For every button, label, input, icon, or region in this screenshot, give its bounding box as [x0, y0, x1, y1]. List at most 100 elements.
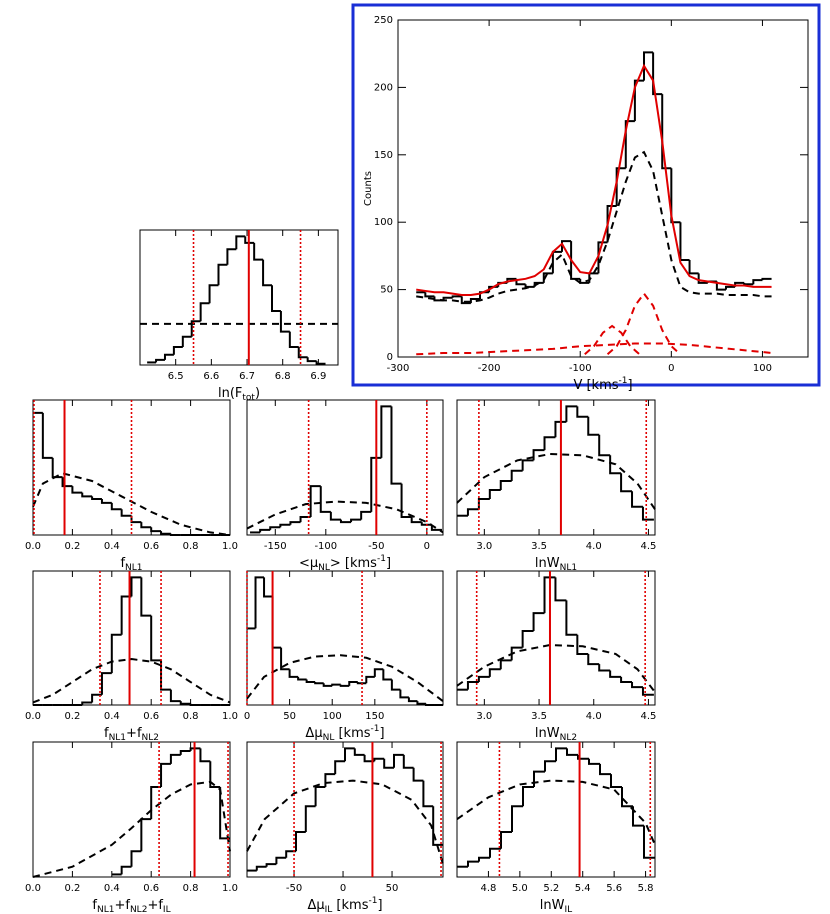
histogram-step — [199, 302, 210, 322]
histogram-step — [297, 676, 307, 681]
histogram-step — [478, 856, 490, 862]
histogram-step — [288, 331, 299, 348]
model-curve — [456, 452, 656, 510]
histogram-step — [189, 703, 201, 706]
histogram-step — [81, 492, 93, 498]
x-axis-label-part: lnW — [535, 556, 560, 571]
x-axis-label: fNL1 — [120, 556, 142, 573]
model-curve — [246, 779, 444, 865]
histogram-step — [399, 689, 409, 699]
x-tick-label: 0.8 — [183, 883, 199, 894]
histogram-step — [295, 831, 306, 852]
histogram-step — [100, 499, 112, 504]
histogram-step — [120, 509, 132, 517]
histogram-step — [199, 748, 211, 763]
model-curve — [246, 500, 444, 534]
histogram-step — [761, 277, 772, 281]
histogram-step — [226, 248, 237, 265]
x-axis-label-part: Δμ — [305, 726, 322, 741]
histogram-step — [383, 758, 394, 769]
x-axis-label-part: ln(F — [218, 386, 242, 401]
x-axis-label-part: -1 — [619, 376, 628, 386]
plot-frame — [456, 741, 656, 878]
x-tick-label: 3.0 — [476, 711, 492, 722]
x-tick-label: 100 — [323, 711, 342, 722]
histogram-step — [288, 669, 299, 678]
histogram-step — [370, 456, 382, 512]
histogram-step — [500, 831, 512, 849]
histogram-step — [412, 767, 424, 782]
histogram-step — [522, 786, 534, 807]
histogram-step — [329, 511, 341, 521]
histogram-step — [130, 850, 142, 867]
histogram-step — [179, 701, 191, 705]
histogram-step — [172, 346, 183, 355]
histogram-step — [235, 235, 246, 250]
histogram-step — [488, 668, 501, 677]
histogram-step — [160, 531, 171, 535]
histogram-step — [620, 473, 633, 493]
histogram-step — [140, 577, 152, 617]
plot-frame — [456, 399, 656, 536]
plot-frame — [246, 399, 444, 536]
histogram-step — [253, 242, 264, 261]
histogram-step — [588, 758, 600, 765]
histogram-step — [306, 357, 317, 363]
histogram-step — [466, 508, 479, 516]
x-axis-label-part: NL2 — [142, 733, 159, 743]
histogram-step — [110, 633, 122, 674]
x-tick-label: 0.0 — [25, 883, 41, 894]
x-tick-label: 0.8 — [183, 541, 199, 552]
histogram-step — [269, 526, 281, 530]
histogram-step — [554, 420, 567, 438]
x-tick-label: 6.6 — [203, 371, 219, 382]
histogram-step — [620, 676, 633, 684]
x-tick-label: 0.0 — [25, 541, 41, 552]
x-axis-label-part: lnW — [535, 726, 560, 741]
histogram-step — [110, 502, 122, 511]
histogram-step — [271, 285, 281, 312]
histogram-step — [511, 805, 523, 832]
histogram-step — [554, 577, 567, 602]
x-tick-label: 0 — [244, 711, 250, 722]
x-axis-label: ΔμNL [kms-1] — [305, 724, 384, 743]
histogram-step — [410, 517, 422, 524]
histogram-step — [150, 615, 162, 662]
histogram-step — [299, 516, 311, 523]
x-axis-label: lnWNL2 — [535, 726, 577, 743]
histogram-step — [348, 681, 358, 686]
x-tick-label: 0.4 — [104, 541, 120, 552]
plot-frame — [397, 19, 809, 358]
histogram-step — [189, 747, 201, 751]
histogram-step — [179, 750, 191, 755]
histogram-step — [315, 361, 326, 365]
histogram-step — [382, 669, 392, 681]
histogram-step — [279, 523, 291, 528]
histogram-step — [339, 519, 352, 524]
histogram-step — [577, 754, 589, 760]
histogram-step — [163, 353, 174, 360]
histogram-step — [400, 483, 412, 518]
model-curve — [606, 291, 682, 356]
y-axis-label: Counts — [363, 171, 374, 206]
x-axis-label-part: [kms — [332, 898, 368, 913]
histogram-step — [314, 786, 326, 807]
histogram-step — [599, 763, 611, 776]
y-tick-label: 0 — [387, 352, 393, 363]
plot-frame — [139, 229, 339, 366]
y-tick-label: 200 — [374, 82, 393, 93]
x-tick-label: -100 — [569, 363, 592, 374]
histogram-step — [416, 701, 426, 705]
x-axis-label-part: NL1 — [109, 733, 126, 743]
x-axis-label: ln(Ftot) — [218, 386, 260, 403]
histogram-step — [609, 455, 622, 475]
x-tick-label: 0.2 — [64, 883, 80, 894]
x-tick-label: 5.8 — [638, 883, 654, 894]
histogram-step — [544, 760, 556, 772]
x-axis-label-part: tot — [242, 393, 255, 403]
histogram-step — [373, 668, 384, 677]
histogram-step — [752, 279, 763, 285]
x-axis-label-part: NL1 — [97, 905, 114, 914]
x-tick-label: 50 — [386, 883, 399, 894]
x-tick-label: 0 — [668, 363, 674, 374]
